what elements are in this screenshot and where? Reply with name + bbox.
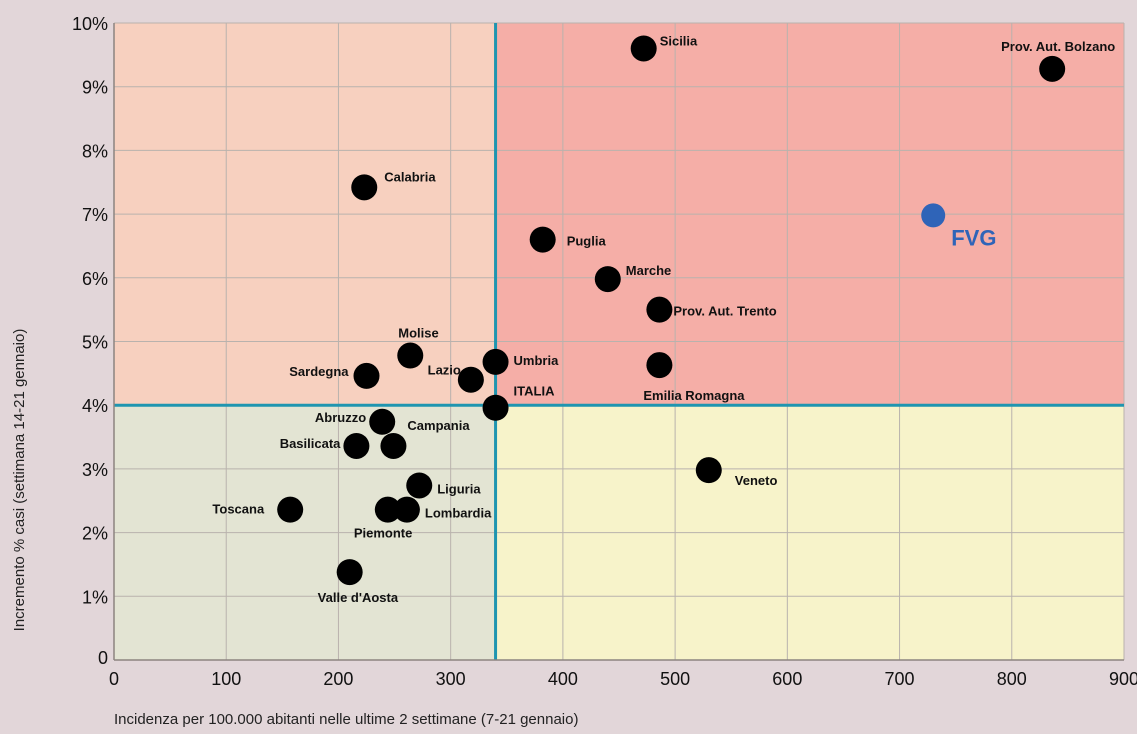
x-axis-title: Incidenza per 100.000 abitanti nelle ult…	[114, 711, 578, 728]
x-tick-label: 100	[211, 669, 241, 689]
y-tick-label: 1%	[82, 587, 108, 607]
y-axis-title: Incremento % casi (settimana 14-21 genna…	[11, 329, 28, 632]
label-abruzzo: Abruzzo	[315, 410, 366, 425]
point-calabria	[351, 174, 378, 201]
axes	[113, 23, 1124, 661]
label-toscana: Toscana	[212, 502, 265, 517]
y-tick-label: 6%	[82, 269, 108, 289]
x-tick-label: 400	[548, 669, 578, 689]
label-piemonte: Piemonte	[354, 526, 413, 541]
point-sardegna	[353, 362, 380, 389]
point-sicilia	[630, 35, 657, 62]
label-molise: Molise	[398, 326, 438, 341]
point-umbria	[482, 348, 509, 375]
point-toscana	[277, 496, 304, 523]
point-fvg	[921, 203, 946, 228]
y-tick-label: 2%	[82, 524, 108, 544]
point-emilia-romagna	[646, 352, 673, 379]
label-sardegna: Sardegna	[289, 364, 349, 379]
point-prov-aut-trento	[646, 296, 673, 323]
label-fvg: FVG	[951, 225, 996, 250]
point-molise	[397, 342, 424, 369]
point-prov-aut-bolzano	[1039, 55, 1066, 82]
y-tick-label: 10%	[72, 14, 108, 34]
label-liguria: Liguria	[437, 481, 481, 496]
label-calabria: Calabria	[384, 169, 436, 184]
label-valle-d-aosta: Valle d'Aosta	[318, 590, 399, 605]
point-campania	[380, 432, 407, 459]
x-tick-label: 800	[997, 669, 1027, 689]
x-tick-label: 200	[323, 669, 353, 689]
point-lazio	[457, 366, 484, 393]
point-piemonte	[374, 496, 401, 523]
label-umbria: Umbria	[514, 353, 560, 368]
label-veneto: Veneto	[735, 473, 778, 488]
y-tick-label: 3%	[82, 460, 108, 480]
label-prov-aut-bolzano: Prov. Aut. Bolzano	[1001, 39, 1115, 54]
x-tick-label: 900	[1109, 669, 1137, 689]
data-points	[277, 35, 1066, 586]
label-puglia: Puglia	[567, 234, 607, 249]
point-veneto	[695, 457, 722, 484]
point-italia	[482, 394, 509, 421]
y-tick-label: 0	[98, 648, 108, 668]
x-tick-label: 500	[660, 669, 690, 689]
label-marche: Marche	[626, 263, 672, 278]
y-tick-label: 4%	[82, 396, 108, 416]
label-basilicata: Basilicata	[280, 436, 341, 451]
point-lombardia	[393, 496, 420, 523]
point-labels: Sicilia Prov. Aut. Bolzano Calabria FVG Pugl…	[212, 33, 1115, 605]
label-prov-aut-trento: Prov. Aut. Trento	[673, 304, 776, 319]
y-tick-label: 9%	[82, 78, 108, 98]
point-valle-d-aosta	[336, 559, 363, 586]
x-tick-label: 600	[772, 669, 802, 689]
point-basilicata	[343, 432, 370, 459]
threshold-lines	[114, 23, 1124, 660]
label-lazio: Lazio	[428, 363, 461, 378]
point-abruzzo	[369, 408, 396, 435]
x-tick-label: 0	[109, 669, 119, 689]
label-italia: ITALIA	[514, 384, 556, 399]
y-tick-label: 5%	[82, 333, 108, 353]
y-tick-label: 7%	[82, 205, 108, 225]
point-liguria	[406, 472, 433, 499]
point-puglia	[529, 226, 556, 253]
x-tick-label: 300	[436, 669, 466, 689]
label-sicilia: Sicilia	[660, 33, 698, 48]
x-tick-label: 700	[885, 669, 915, 689]
label-emilia-romagna: Emilia Romagna	[643, 388, 745, 403]
label-campania: Campania	[407, 418, 470, 433]
point-marche	[594, 266, 621, 293]
y-tick-label: 8%	[82, 141, 108, 161]
label-lombardia: Lombardia	[425, 506, 492, 521]
tick-labels: 0 100 200 300 400 500 600 700 800 900 0 1% 2% 3% 4% 5% 6…	[72, 14, 1137, 689]
